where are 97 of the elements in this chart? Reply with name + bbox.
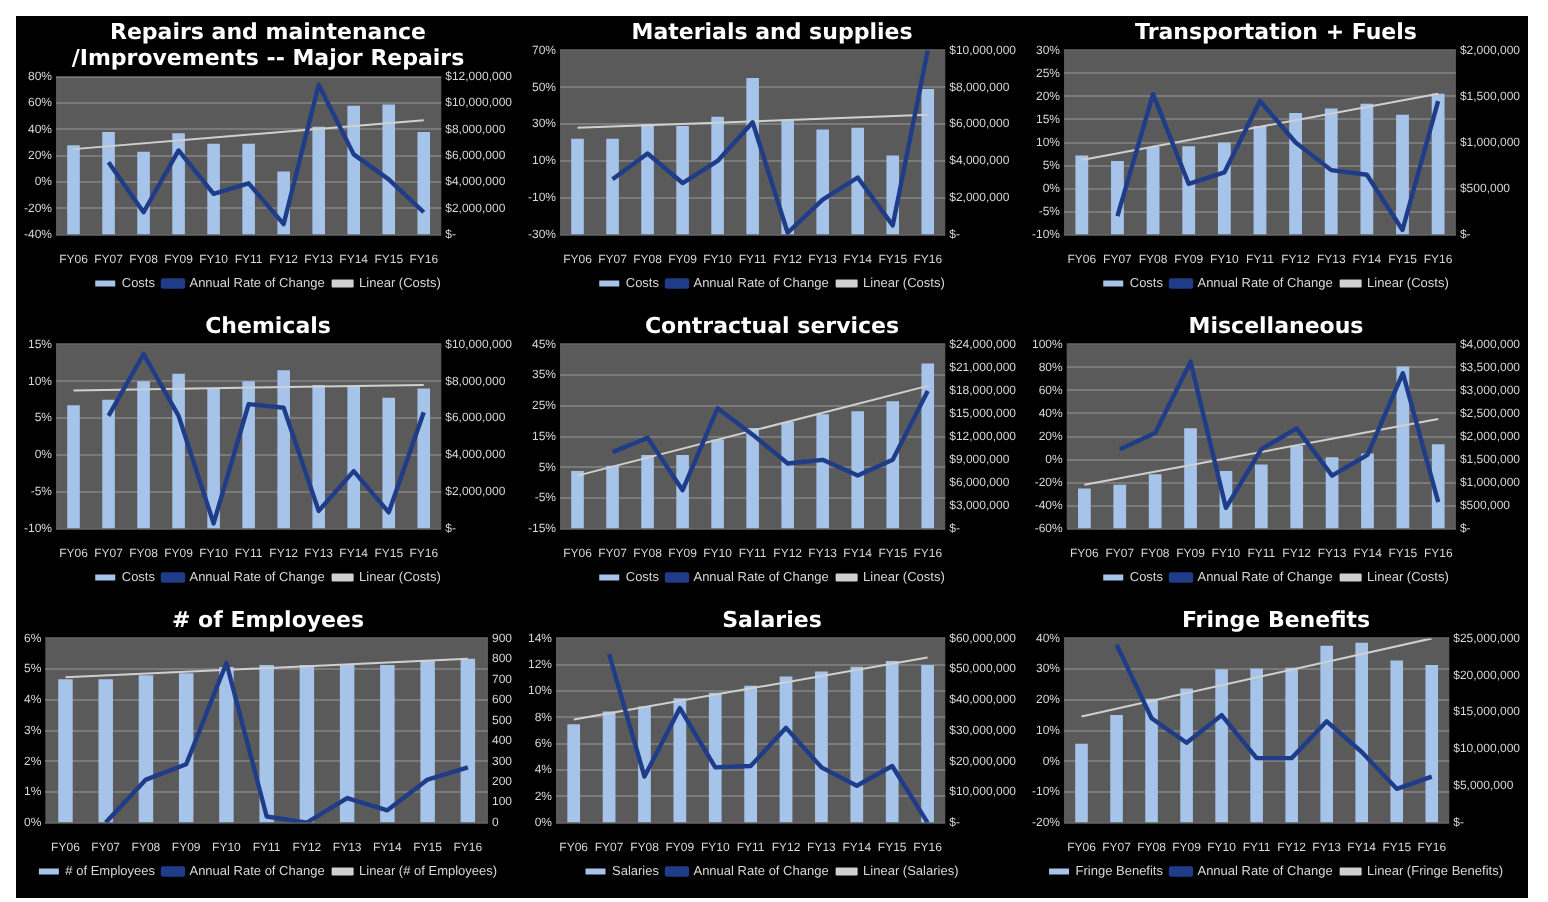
bar xyxy=(708,692,722,823)
bar xyxy=(1289,113,1303,235)
bar xyxy=(1075,743,1088,823)
bar xyxy=(382,104,396,235)
bar xyxy=(1075,155,1089,235)
bar xyxy=(299,665,315,823)
bar xyxy=(816,129,829,235)
bar xyxy=(1145,698,1158,823)
bar xyxy=(1431,444,1445,529)
bar xyxy=(339,665,355,823)
bar xyxy=(606,138,619,235)
bar xyxy=(347,386,361,529)
chart-title: # of Employees xyxy=(171,606,365,633)
bar xyxy=(1425,664,1439,823)
bar xyxy=(921,89,935,235)
bar xyxy=(1285,667,1298,823)
bar xyxy=(380,665,395,823)
bar xyxy=(1361,453,1374,529)
bar xyxy=(1148,474,1162,529)
bar xyxy=(676,125,689,235)
chart-title: Salaries xyxy=(722,606,823,633)
bar xyxy=(67,405,80,529)
chart-title: Transportation + Fuels xyxy=(1135,18,1418,45)
bar xyxy=(1182,146,1196,235)
bar xyxy=(259,665,274,823)
bar xyxy=(1113,484,1127,529)
bar xyxy=(1360,103,1374,235)
bar xyxy=(1215,669,1228,823)
bar xyxy=(1431,93,1445,235)
bar xyxy=(711,116,724,235)
bar xyxy=(571,138,584,235)
chart-title: Chemicals xyxy=(205,312,332,339)
bar xyxy=(420,660,435,823)
bar xyxy=(850,666,864,823)
bar xyxy=(347,105,361,235)
bar xyxy=(711,439,724,529)
bar xyxy=(137,381,150,529)
bar xyxy=(1324,108,1338,235)
bar xyxy=(1217,142,1231,235)
bar xyxy=(851,411,865,529)
bar xyxy=(815,671,828,823)
bar xyxy=(1253,125,1267,235)
bar xyxy=(1078,488,1091,529)
bar xyxy=(242,381,255,529)
bar xyxy=(67,145,80,235)
bar xyxy=(172,133,185,235)
bar xyxy=(744,685,758,823)
bar xyxy=(851,127,865,235)
bar xyxy=(781,421,794,529)
bar xyxy=(746,78,759,235)
bar xyxy=(567,724,581,823)
bar xyxy=(1180,688,1193,823)
chart-title: Repairs and maintenance /Improvements -- Major Repairs xyxy=(71,18,466,72)
bar xyxy=(1250,668,1263,823)
bar xyxy=(312,384,325,529)
bar xyxy=(641,124,654,235)
bar xyxy=(1146,147,1160,235)
bar xyxy=(417,388,431,529)
bar xyxy=(1320,645,1333,823)
bar xyxy=(102,132,115,235)
chart-title: Fringe Benefits xyxy=(1181,606,1371,633)
bar xyxy=(460,658,476,823)
chart-title: Materials and supplies xyxy=(631,18,914,45)
bar xyxy=(602,711,616,823)
bar xyxy=(886,401,900,529)
bar xyxy=(921,363,935,529)
bar xyxy=(172,373,185,529)
bar xyxy=(219,667,234,823)
bar xyxy=(417,132,431,235)
bar xyxy=(816,414,829,529)
bar xyxy=(1184,428,1197,529)
bar xyxy=(137,151,150,235)
bar xyxy=(571,471,584,529)
bar xyxy=(382,397,396,529)
chart-title: Miscellaneous xyxy=(1188,312,1365,339)
bar xyxy=(242,143,255,235)
bar xyxy=(1355,642,1369,823)
bar xyxy=(277,370,290,529)
bar xyxy=(1290,445,1304,529)
chart-title: Contractual services xyxy=(644,312,900,339)
bar xyxy=(207,143,220,235)
bar xyxy=(98,679,113,823)
bar xyxy=(781,120,794,235)
bar xyxy=(606,465,619,529)
bar xyxy=(1110,715,1123,823)
bar xyxy=(58,679,73,823)
bar xyxy=(178,673,194,823)
bar xyxy=(138,675,154,823)
bar xyxy=(207,388,220,529)
bar xyxy=(746,428,759,529)
bar xyxy=(1390,660,1404,823)
bar xyxy=(102,399,115,529)
bar xyxy=(921,665,934,823)
bar xyxy=(885,661,899,823)
bar xyxy=(641,454,654,529)
bar xyxy=(312,126,325,235)
bar xyxy=(1254,464,1268,529)
